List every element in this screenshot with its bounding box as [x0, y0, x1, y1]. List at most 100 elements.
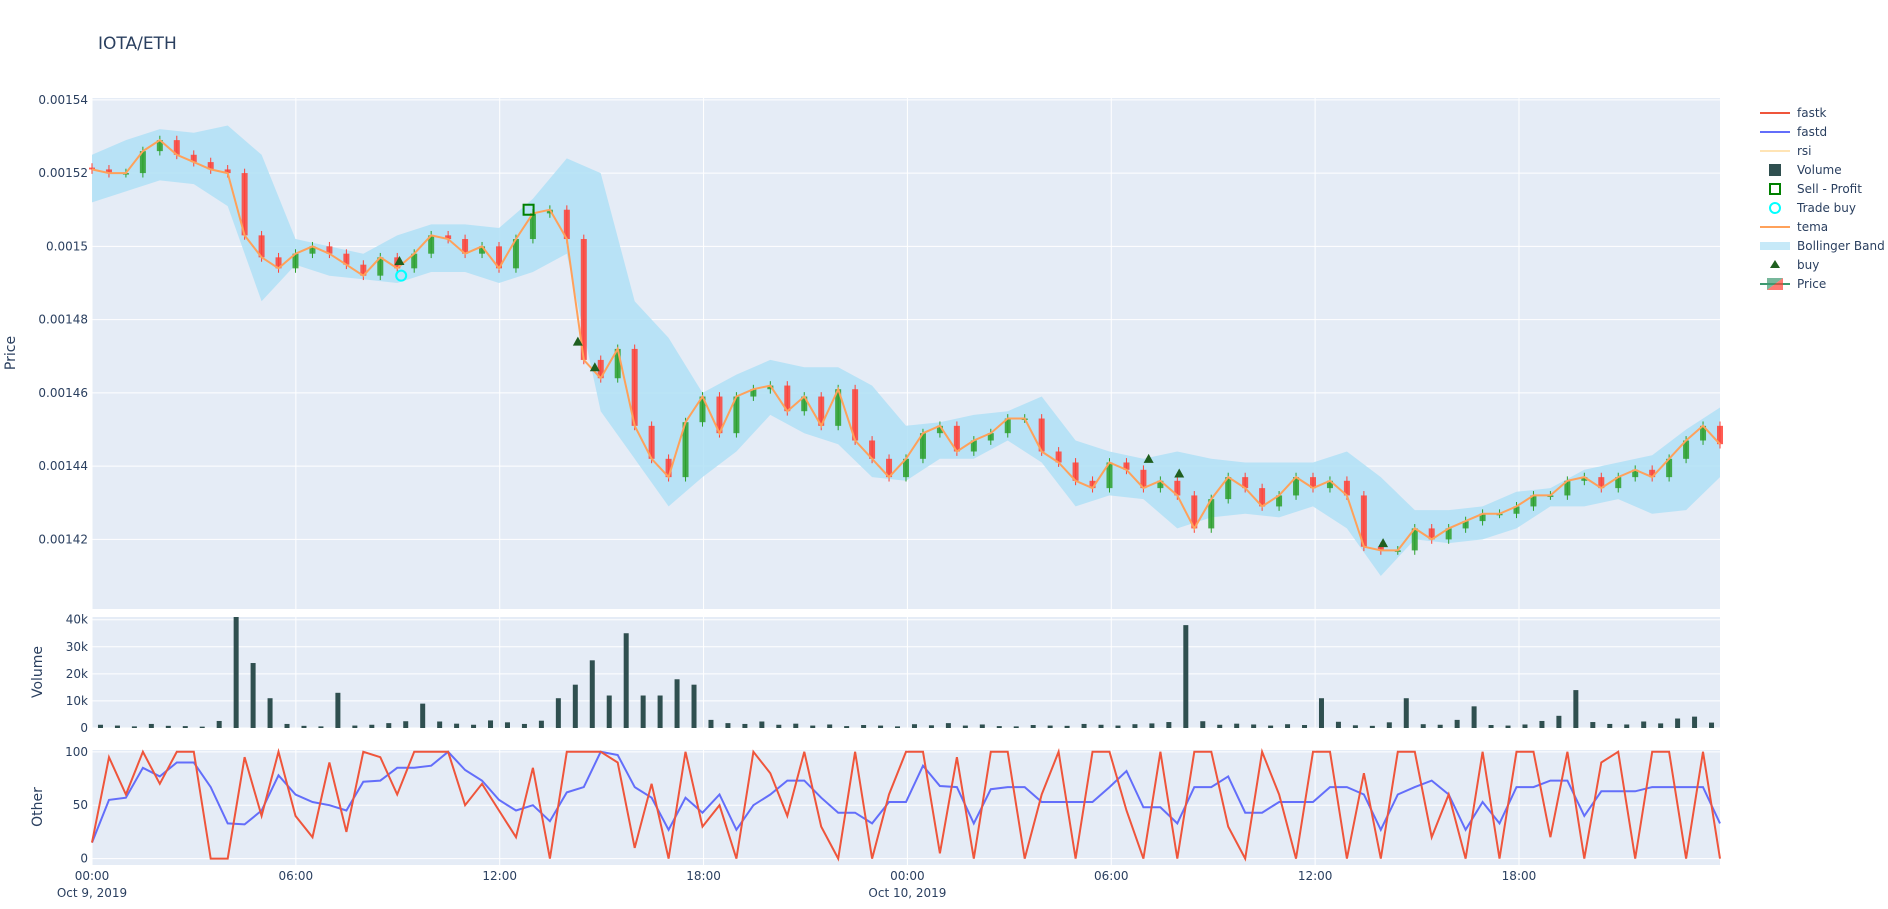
legend-label: Price	[1797, 277, 1826, 291]
volume-bar	[793, 723, 799, 728]
volume-bar	[1369, 725, 1375, 728]
candle-body	[343, 253, 350, 265]
volume-bar	[776, 724, 782, 728]
candle-body	[529, 213, 536, 240]
volume-bar	[471, 724, 477, 728]
volume-bar	[572, 684, 578, 728]
volume-bar	[1522, 724, 1528, 728]
candle-body	[919, 433, 926, 459]
volume-bar	[97, 724, 103, 728]
candle-body	[1259, 488, 1266, 507]
candle-body	[1140, 469, 1147, 489]
candle-body	[1615, 477, 1622, 489]
candle-body	[207, 162, 214, 170]
candle-body	[1683, 440, 1690, 459]
candle-body	[953, 425, 960, 452]
candle-body	[1479, 513, 1486, 522]
bollinger-band	[92, 125, 1720, 576]
candle-body	[1530, 495, 1537, 507]
volume-bar	[928, 725, 934, 728]
tema-line	[91, 138, 1721, 552]
legend-item-bollinger-band: Bollinger Band	[1760, 239, 1885, 253]
candle-body	[1428, 528, 1435, 540]
volume-bar	[1556, 715, 1562, 728]
volume-bar	[1692, 716, 1698, 728]
other-y-tick-label: 100	[65, 745, 88, 759]
x-tick-label: 00:00	[75, 869, 110, 883]
legend-item-fastd: fastd	[1760, 125, 1827, 139]
volume-bar	[420, 703, 426, 728]
legend-square-open-icon	[1769, 183, 1781, 195]
legend-item-rsi: rsi	[1760, 144, 1812, 158]
candle-body	[292, 253, 299, 269]
volume-y-tick-label: 10k	[66, 694, 88, 708]
candle-body	[309, 246, 316, 254]
legend-label: buy	[1797, 258, 1819, 272]
candle-body	[648, 425, 655, 459]
volume-bar	[1573, 690, 1579, 728]
volume-bar	[1539, 720, 1545, 728]
volume-bar	[844, 726, 850, 728]
candle-body	[1310, 477, 1316, 489]
x-tick-label: 18:00	[1502, 869, 1537, 883]
volume-bar	[1386, 722, 1392, 728]
volume-bar	[1505, 725, 1511, 728]
legend-item-buy: buy	[1770, 258, 1819, 272]
candle-body	[156, 140, 163, 152]
price-y-tick-label: 0.00152	[38, 166, 88, 180]
candle-body	[241, 173, 248, 236]
candle-body	[224, 169, 231, 174]
volume-bar	[810, 725, 816, 728]
price-y-tick-label: 0.00144	[38, 459, 88, 473]
candle-body	[614, 348, 621, 379]
candle-body	[1632, 469, 1639, 478]
volume-y-tick-label: 30k	[66, 640, 88, 654]
price-y-tick-label: 0.00148	[38, 313, 88, 327]
legend-label: Volume	[1797, 163, 1842, 177]
candle-body	[1106, 462, 1113, 489]
candle-body	[1717, 425, 1723, 445]
legend-item-sell-profit: Sell - Profit	[1769, 182, 1862, 196]
volume-bar	[1149, 723, 1155, 728]
legend-triangle-icon	[1770, 260, 1780, 268]
volume-bar	[1658, 723, 1664, 728]
legend-band-icon	[1760, 242, 1790, 250]
volume-bar	[1488, 725, 1494, 728]
volume-y-tick-label: 20k	[66, 667, 88, 681]
volume-bar	[131, 726, 137, 728]
candle-body	[869, 440, 876, 459]
volume-bar	[538, 720, 544, 728]
x-tick-label: 12:00	[482, 869, 517, 883]
legend-label: rsi	[1797, 144, 1812, 158]
candle-body	[784, 385, 791, 412]
volume-bar	[216, 720, 222, 728]
candle-body	[563, 209, 570, 240]
candle-body	[1038, 418, 1045, 452]
volume-bar	[1047, 725, 1053, 728]
volume-bar	[1064, 725, 1070, 728]
volume-bar	[1013, 726, 1019, 728]
volume-bar	[403, 721, 409, 728]
candle-body	[1445, 528, 1452, 540]
volume-bar	[1318, 698, 1324, 728]
volume-bar	[878, 725, 884, 728]
candle-body	[631, 348, 638, 426]
volume-bar	[233, 617, 239, 728]
candle-body	[190, 154, 197, 163]
volume-bar	[1675, 718, 1681, 728]
volume-bar	[589, 660, 595, 728]
candle-body	[1462, 521, 1469, 529]
candle-body	[886, 458, 893, 478]
other-plot-area	[92, 750, 1720, 865]
legend-label: tema	[1797, 220, 1828, 234]
volume-bar	[165, 725, 171, 728]
volume-bar	[759, 721, 765, 728]
candle-body	[360, 264, 367, 276]
candle-body	[1276, 495, 1283, 507]
legend-label: fastd	[1797, 125, 1827, 139]
candle-body	[1598, 477, 1605, 489]
candle-body	[733, 396, 740, 434]
candle-body	[496, 246, 502, 269]
volume-bar	[267, 698, 273, 728]
